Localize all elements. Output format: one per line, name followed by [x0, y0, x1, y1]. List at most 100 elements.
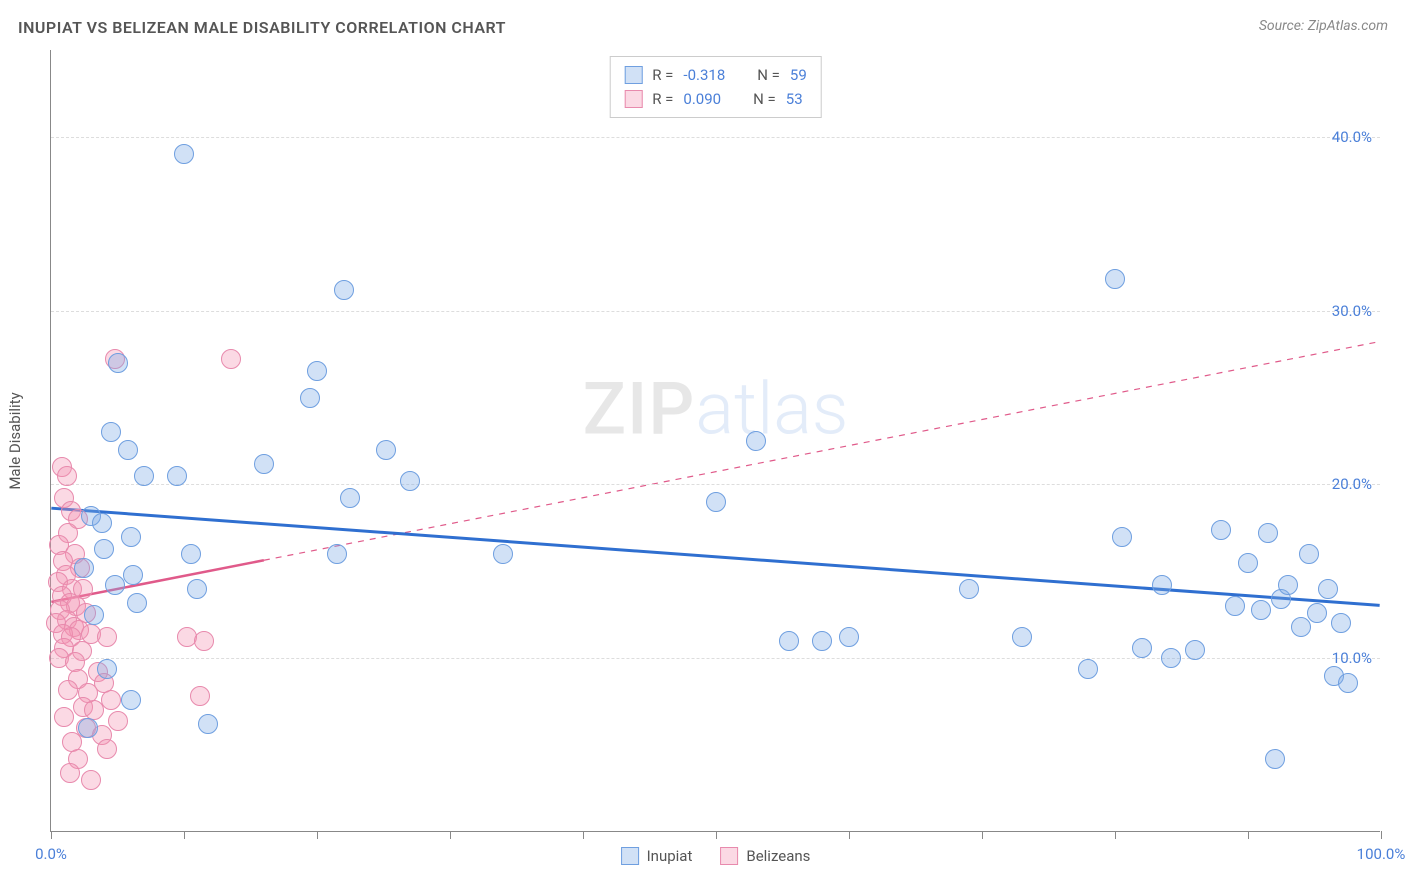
data-point-inupiat [1278, 575, 1298, 595]
y-tick-label: 20.0% [1332, 475, 1372, 493]
data-point-inupiat [1291, 617, 1311, 637]
data-point-inupiat [187, 579, 207, 599]
data-point-inupiat [1331, 613, 1351, 633]
data-point-inupiat [334, 280, 354, 300]
data-point-inupiat [121, 690, 141, 710]
x-tick-label: 100.0% [1357, 845, 1406, 863]
data-point-belizeans [108, 711, 128, 731]
r-value: 0.090 [683, 87, 721, 111]
y-axis-label: Male Disability [6, 392, 24, 489]
data-point-inupiat [123, 565, 143, 585]
n-value: 59 [790, 63, 807, 87]
data-point-inupiat [174, 144, 194, 164]
source-attribution: Source: ZipAtlas.com [1259, 18, 1388, 34]
data-point-inupiat [812, 631, 832, 651]
chart-header: INUPIAT VS BELIZEAN MALE DISABILITY CORR… [18, 18, 1388, 42]
r-value: -0.318 [683, 63, 725, 87]
data-point-inupiat [1299, 544, 1319, 564]
data-point-inupiat [1265, 749, 1285, 769]
gridline [51, 137, 1380, 138]
data-point-inupiat [839, 627, 859, 647]
legend-item-inupiat: Inupiat [621, 847, 693, 865]
watermark-part2: atlas [695, 367, 848, 452]
r-label: R = [652, 63, 673, 87]
watermark: ZIPatlas [583, 367, 849, 452]
swatch-belizeans [624, 90, 642, 108]
data-point-inupiat [1225, 596, 1245, 616]
data-point-inupiat [105, 575, 125, 595]
x-tick [450, 831, 451, 839]
data-point-inupiat [121, 527, 141, 547]
data-point-belizeans [190, 686, 210, 706]
data-point-inupiat [400, 471, 420, 491]
data-point-belizeans [54, 707, 74, 727]
data-point-belizeans [221, 349, 241, 369]
data-point-inupiat [376, 440, 396, 460]
data-point-inupiat [706, 492, 726, 512]
data-point-inupiat [1105, 269, 1125, 289]
data-point-inupiat [300, 388, 320, 408]
x-tick [317, 831, 318, 839]
scatter-plot-area: Male Disability ZIPatlas R = -0.318 N = … [50, 50, 1380, 832]
gridline [51, 484, 1380, 485]
y-tick-label: 40.0% [1332, 128, 1372, 146]
data-point-inupiat [84, 605, 104, 625]
data-point-inupiat [1307, 603, 1327, 623]
x-tick [1248, 831, 1249, 839]
n-label: N = [753, 87, 776, 111]
data-point-inupiat [108, 353, 128, 373]
swatch-inupiat [621, 847, 639, 865]
legend-item-belizeans: Belizeans [720, 847, 810, 865]
data-point-inupiat [167, 466, 187, 486]
legend-label: Belizeans [746, 847, 810, 865]
y-tick-label: 30.0% [1332, 302, 1372, 320]
trend-lines [51, 50, 1380, 831]
data-point-inupiat [92, 513, 112, 533]
data-point-inupiat [127, 593, 147, 613]
n-label: N = [757, 63, 780, 87]
correlation-legend: R = -0.318 N = 59 R = 0.090 N = 53 [609, 56, 822, 118]
data-point-inupiat [340, 488, 360, 508]
data-point-inupiat [1251, 600, 1271, 620]
data-point-belizeans [97, 739, 117, 759]
watermark-part1: ZIP [583, 367, 696, 452]
data-point-inupiat [134, 466, 154, 486]
x-tick [716, 831, 717, 839]
data-point-inupiat [1211, 520, 1231, 540]
data-point-inupiat [254, 454, 274, 474]
legend-label: Inupiat [647, 847, 693, 865]
data-point-inupiat [1238, 553, 1258, 573]
data-point-belizeans [194, 631, 214, 651]
legend-row-inupiat: R = -0.318 N = 59 [624, 63, 807, 87]
data-point-inupiat [1318, 579, 1338, 599]
data-point-inupiat [78, 718, 98, 738]
data-point-inupiat [1078, 659, 1098, 679]
data-point-inupiat [1132, 638, 1152, 658]
data-point-belizeans [60, 763, 80, 783]
data-point-inupiat [1012, 627, 1032, 647]
n-value: 53 [786, 87, 803, 111]
data-point-inupiat [198, 714, 218, 734]
data-point-inupiat [101, 422, 121, 442]
x-tick [1381, 831, 1382, 839]
data-point-inupiat [94, 539, 114, 559]
x-tick [982, 831, 983, 839]
data-point-inupiat [779, 631, 799, 651]
data-point-belizeans [57, 466, 77, 486]
data-point-inupiat [307, 361, 327, 381]
data-point-inupiat [1112, 527, 1132, 547]
gridline [51, 311, 1380, 312]
data-point-inupiat [1152, 575, 1172, 595]
data-point-belizeans [101, 690, 121, 710]
x-tick [849, 831, 850, 839]
data-point-inupiat [181, 544, 201, 564]
data-point-inupiat [74, 558, 94, 578]
x-tick [583, 831, 584, 839]
swatch-belizeans [720, 847, 738, 865]
data-point-belizeans [58, 680, 78, 700]
data-point-inupiat [1161, 648, 1181, 668]
series-legend: Inupiat Belizeans [621, 847, 811, 865]
legend-row-belizeans: R = 0.090 N = 53 [624, 87, 807, 111]
x-tick [51, 831, 52, 839]
y-tick-label: 10.0% [1332, 649, 1372, 667]
